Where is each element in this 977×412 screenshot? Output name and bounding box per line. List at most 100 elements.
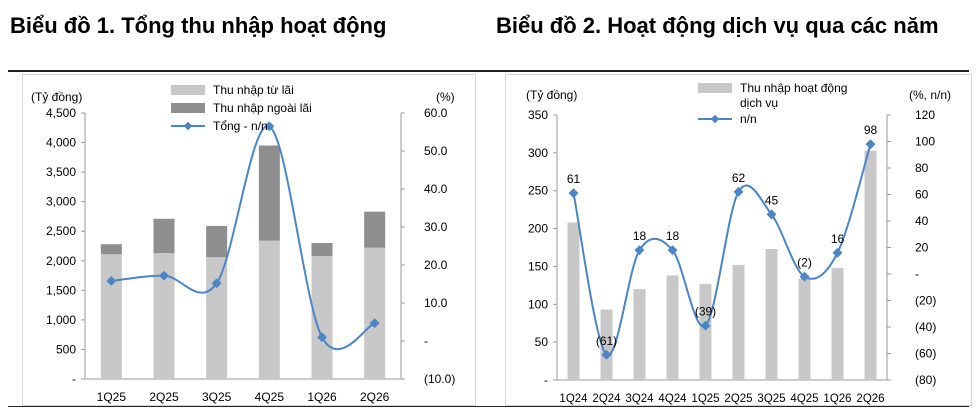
chart2-point: [601, 349, 612, 360]
chart2-legend-label-bar-line2: dịch vụ: [740, 96, 778, 110]
chart2-point: [799, 271, 810, 282]
chart2-bar: [567, 222, 580, 380]
chart2-right-tick-label: 60: [915, 188, 929, 202]
chart2-right-tick-label: (40): [915, 320, 936, 334]
chart2-point: [667, 245, 678, 256]
chart2-legend-label-line: n/n: [740, 112, 757, 126]
chart1-left-tick-label: -: [72, 372, 76, 386]
chart1-point: [369, 318, 380, 329]
chart2-left-unit: (Tỷ đồng): [526, 88, 577, 102]
chart2-bar: [600, 309, 613, 380]
chart1-left-tick-label: 3,500: [46, 165, 76, 179]
chart1-bar-noninterest: [258, 145, 280, 241]
chart1-right-tick-label: (10.0): [424, 372, 455, 386]
chart1-left-tick-label: 1,000: [46, 313, 76, 327]
chart2-point: [568, 188, 579, 199]
chart1-legend-label-noninterest: Thu nhập ngoài lãi: [213, 101, 312, 115]
chart1-right-tick-label: 50.0: [424, 144, 448, 158]
chart1-right-tick-label: -: [424, 334, 428, 348]
chart2-data-label: 16: [831, 232, 845, 246]
chart2-bar: [798, 278, 811, 380]
chart1-bar-noninterest: [206, 225, 228, 258]
chart1-category-label: 1Q25: [97, 390, 127, 404]
chart2-category-label: 1Q25: [691, 393, 719, 405]
chart1-point: [159, 270, 169, 281]
chart1-category-label: 3Q25: [202, 390, 232, 404]
chart2-point: [865, 139, 876, 150]
chart1-point: [264, 121, 275, 132]
chart2-data-label: 18: [666, 229, 680, 243]
chart2-right-unit: (%, n/n): [909, 88, 951, 102]
chart1-bar-interest: [311, 256, 333, 379]
chart2-data-label: 62: [732, 171, 746, 185]
chart2-right-tick-label: 100: [915, 135, 935, 149]
chart2-bar: [699, 283, 712, 380]
chart2-left-tick-label: -: [544, 373, 548, 387]
chart1-left-unit: (Tỷ đồng): [31, 90, 82, 104]
chart1-bar-interest: [100, 254, 122, 379]
chart2-point: [700, 320, 711, 331]
chart1-frame: - 500 1,000 1,500 2,000 2,500 3,000 3,500 4,000 4…: [22, 74, 476, 406]
chart1-plot: - 500 1,000 1,500 2,000 2,500 3,000 3,500 4,000 4…: [31, 83, 455, 404]
chart1-right-tick-label: 10.0: [424, 296, 448, 310]
chart2-data-label: (61): [596, 334, 617, 348]
chart1-bar-interest: [206, 257, 228, 379]
chart1-point: [106, 276, 117, 286]
bottom-rule: [8, 406, 969, 407]
chart2-point: [766, 209, 777, 220]
chart2-category-label: 1Q26: [823, 393, 851, 405]
chart2-category-label: 3Q24: [625, 393, 654, 405]
chart2-point: [832, 247, 843, 258]
chart2-right-tick-label: 120: [915, 108, 935, 122]
chart1-right-tick-label: 40.0: [424, 182, 448, 196]
chart1-bar-interest: [258, 240, 280, 379]
chart1-left-tick-label: 500: [56, 342, 76, 356]
chart1-right-unit: (%): [436, 90, 455, 104]
chart1-legend-label-interest: Thu nhập từ lãi: [213, 83, 294, 97]
chart1-category-label: 2Q26: [360, 390, 390, 404]
chart2-data-label: 18: [633, 229, 647, 243]
chart1-left-tick-label: 2,000: [46, 254, 76, 268]
chart2-left-tick-label: 50: [535, 335, 549, 349]
chart2-right-tick-label: (20): [915, 294, 936, 308]
chart1-legend-label-total: Tổng - n/n: [213, 119, 268, 133]
chart1-left-tick-label: 2,500: [46, 224, 76, 238]
chart1-bar-noninterest: [311, 243, 333, 257]
chart1-category-label: 1Q26: [307, 390, 337, 404]
chart2-left-tick-label: 200: [528, 222, 548, 236]
chart2-category-label: 3Q25: [757, 393, 785, 405]
chart2-right-tick-label: (80): [915, 373, 936, 387]
chart2-category-label: 2Q25: [724, 393, 752, 405]
chart2-series-line: [572, 143, 872, 357]
chart2-left-tick-label: 300: [528, 146, 548, 160]
chart2-category-label: 2Q26: [856, 393, 884, 405]
chart2-point: [634, 245, 645, 256]
chart1-left-tick-label: 4,000: [46, 136, 76, 150]
chart2-legend-marker: [710, 114, 720, 124]
chart1-left-tick-label: 4,500: [46, 106, 76, 120]
chart2-left-tick-label: 350: [528, 108, 548, 122]
chart2-right-tick-label: 20: [915, 241, 929, 255]
chart2-data-label: 45: [765, 193, 779, 207]
chart2-bar: [864, 150, 877, 380]
chart2-data-label: 98: [864, 123, 878, 137]
chart2-data-label: 61: [567, 172, 581, 186]
chart1-right-tick-label: 30.0: [424, 220, 448, 234]
chart2-category-label: 4Q25: [790, 393, 818, 405]
chart1-legend-swatch-noninterest: [171, 103, 205, 113]
chart2-bar: [732, 264, 745, 380]
chart1-right-tick-label: 60.0: [424, 106, 448, 120]
chart2-legend-label-bar-line1: Thu nhập hoạt động: [740, 81, 847, 95]
chart1-left-tick-label: 3,000: [46, 195, 76, 209]
chart2-bar: [765, 249, 778, 380]
chart2-point: [733, 186, 744, 197]
chart2-plot: - 50 100 150 200 250 300 350 (80) (60) (40) (20) - 20…: [526, 81, 951, 405]
chart2-title: Biểu đồ 2. Hoạt động dịch vụ qua các năm: [496, 13, 939, 38]
chart2-category-label: 2Q24: [592, 393, 621, 405]
chart1-title: Biểu đồ 1. Tổng thu nhập hoạt động: [10, 13, 387, 38]
chart1-left-tick-label: 1,500: [46, 283, 76, 297]
top-rule: [8, 70, 969, 72]
chart2-bar: [666, 275, 679, 380]
chart2-left-tick-label: 100: [528, 297, 548, 311]
chart2-right-tick-label: (60): [915, 347, 936, 361]
